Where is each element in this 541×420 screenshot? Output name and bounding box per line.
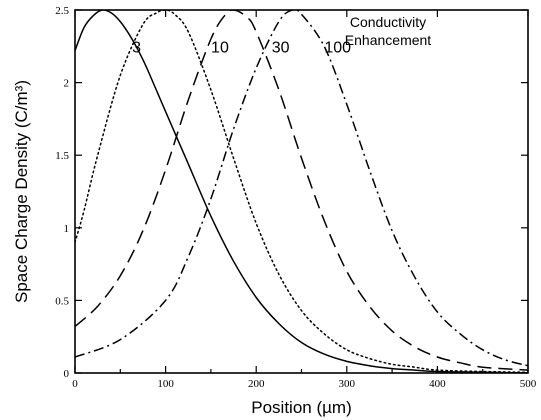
- y-tick-label: 0: [64, 368, 70, 380]
- x-tick-label: 500: [520, 378, 537, 390]
- curve-label-3: 3: [132, 39, 141, 56]
- curve-label-10: 10: [211, 39, 229, 56]
- series-line-10: [75, 10, 528, 373]
- series-line-30: [75, 10, 528, 371]
- y-axis-title: Space Charge Density (C/m³): [12, 80, 31, 303]
- curve-label-30: 30: [272, 39, 290, 56]
- x-tick-label: 0: [72, 378, 78, 390]
- y-tick-label: 1.5: [55, 150, 69, 162]
- plot-frame: [74, 9, 529, 374]
- x-tick-label: 400: [429, 378, 446, 390]
- series-line-100: [75, 10, 528, 367]
- y-tick-label: 2: [64, 78, 70, 90]
- legend-title-line: Enhancement: [345, 32, 432, 48]
- series-line-3: [75, 10, 528, 373]
- x-tick-label: 100: [157, 378, 174, 390]
- y-tick-label: 0.5: [55, 295, 69, 307]
- curve-label-100: 100: [324, 39, 351, 56]
- x-axis-title: Position (µm): [251, 398, 351, 417]
- x-tick-label: 300: [339, 378, 356, 390]
- x-tick-label: 200: [248, 378, 265, 390]
- y-tick-label: 1: [64, 223, 70, 235]
- legend-title-line: Conductivity: [350, 14, 426, 30]
- y-tick-label: 2.5: [55, 5, 69, 17]
